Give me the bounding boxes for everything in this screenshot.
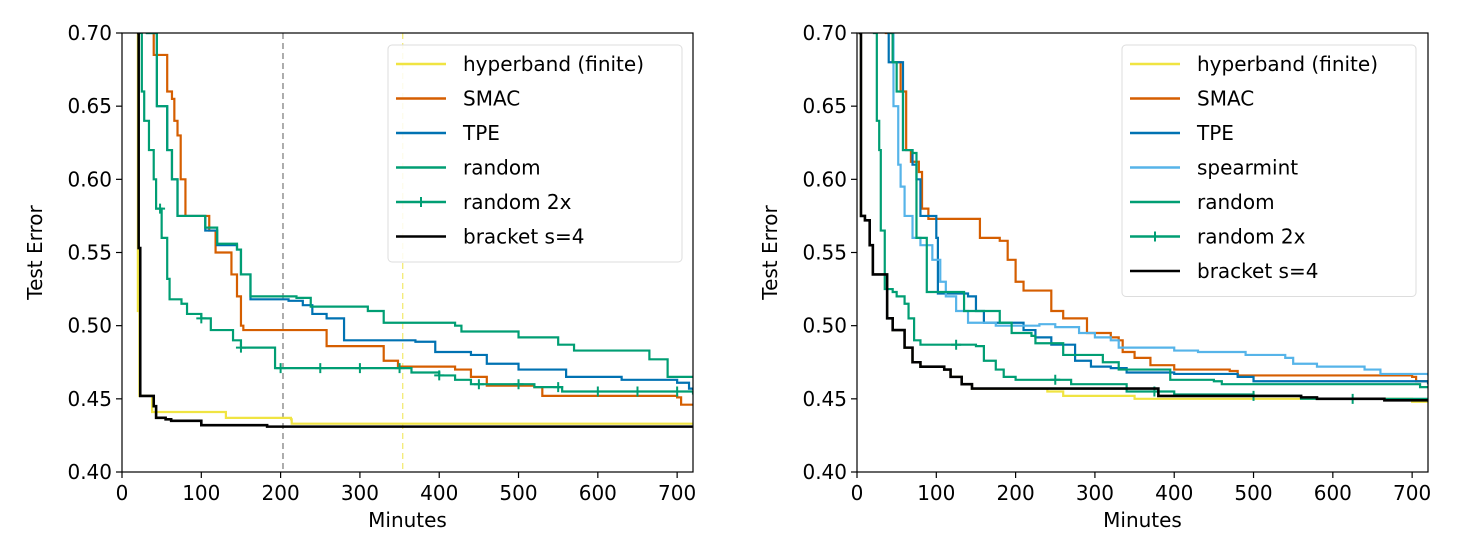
- x-tick-label: 700: [658, 481, 696, 505]
- legend-item: random: [396, 156, 541, 180]
- x-axis-label: Minutes: [1103, 508, 1182, 532]
- legend-label: TPE: [462, 121, 500, 145]
- series-line-bracket-s-4: [137, 33, 693, 428]
- y-tick-label: 0.45: [802, 387, 847, 411]
- series-marker: [235, 342, 246, 353]
- legend-item: bracket s=4: [1130, 259, 1318, 283]
- y-tick-label: 0.55: [67, 241, 112, 265]
- legend: hyperband (finite) SMAC TPE random random 2x…: [387, 44, 683, 263]
- legend-item: TPE: [396, 121, 500, 145]
- y-tick-label: 0.60: [802, 167, 847, 191]
- legend-label: hyperband (finite): [1197, 52, 1378, 76]
- series-line-random: [888, 33, 1428, 389]
- legend-item: SMAC: [396, 87, 520, 111]
- x-tick-label: 0: [851, 481, 864, 505]
- legend-box: [387, 44, 683, 263]
- series-line-spearmint: [892, 33, 1428, 376]
- legend-label: TPE: [1196, 121, 1234, 145]
- y-tick-label: 0.50: [67, 314, 112, 338]
- y-tick-label: 0.45: [67, 387, 112, 411]
- series-marker: [632, 386, 643, 397]
- series-marker: [394, 363, 405, 374]
- legend-label: random 2x: [463, 190, 572, 214]
- y-axis-label: Test Error: [758, 204, 782, 300]
- legend-item: TPE: [1130, 121, 1234, 145]
- x-tick-label: 400: [420, 481, 458, 505]
- y-tick-label: 0.60: [67, 167, 112, 191]
- plot-area: [858, 33, 1428, 404]
- legend-item: random 2x: [396, 190, 572, 214]
- legend-label: bracket s=4: [1197, 259, 1318, 283]
- series-marker: [473, 379, 484, 390]
- y-tick-label: 0.40: [67, 460, 112, 484]
- legend-label: bracket s=4: [463, 225, 584, 249]
- y-tick-label: 0.55: [802, 241, 847, 265]
- series-line-hyperband-finite-: [136, 33, 693, 425]
- y-tick-label: 0.70: [67, 21, 112, 45]
- legend-label: SMAC: [463, 87, 520, 111]
- y-tick-label: 0.65: [67, 94, 112, 118]
- legend-item: hyperband (finite): [396, 52, 644, 76]
- x-axis-label: Minutes: [368, 508, 447, 532]
- legend-item: bracket s=4: [396, 225, 584, 249]
- legend-item: spearmint: [1130, 156, 1298, 180]
- x-tick-label: 100: [917, 481, 955, 505]
- series-marker: [434, 370, 445, 381]
- series-marker: [672, 386, 683, 397]
- legend: hyperband (finite) SMAC TPE spearmint random…: [1121, 44, 1417, 297]
- series-line-bracket-s-4: [858, 33, 1428, 402]
- legend-label: random: [1197, 190, 1275, 214]
- y-tick-label: 0.65: [802, 94, 847, 118]
- x-tick-label: 700: [1393, 481, 1431, 505]
- x-tick-label: 300: [341, 481, 379, 505]
- series-marker: [196, 313, 207, 324]
- legend-label: SMAC: [1197, 87, 1254, 111]
- legend-label: random 2x: [1197, 225, 1306, 249]
- legend-label: hyperband (finite): [463, 52, 644, 76]
- legend-item: SMAC: [1130, 87, 1254, 111]
- series-marker: [553, 382, 564, 393]
- legend-item: random: [1130, 190, 1275, 214]
- series-marker: [275, 363, 286, 374]
- y-axis-label: Test Error: [23, 204, 47, 300]
- x-tick-label: 200: [262, 481, 300, 505]
- legend-box: [1121, 44, 1417, 297]
- x-tick-label: 600: [1314, 481, 1352, 505]
- series-marker: [354, 363, 365, 374]
- y-tick-label: 0.70: [802, 21, 847, 45]
- legend-label: spearmint: [1197, 156, 1298, 180]
- y-tick-label: 0.50: [802, 314, 847, 338]
- x-tick-label: 600: [579, 481, 617, 505]
- plot-area: [136, 33, 693, 472]
- legend-label: random: [463, 156, 541, 180]
- y-tick-label: 0.40: [802, 460, 847, 484]
- series-marker: [513, 379, 524, 390]
- x-tick-label: 200: [997, 481, 1035, 505]
- series-marker: [592, 386, 603, 397]
- legend-item: hyperband (finite): [1130, 52, 1378, 76]
- chart-2: 0 100 200 300 400 500 600 700 0.40 0.45 0.50 0.55 0.…: [758, 21, 1431, 532]
- chart-1: 0 100 200 300 400 500 600 700 0.40 0.45 0.50 0.55 0.…: [23, 21, 696, 532]
- series-marker: [155, 203, 166, 214]
- x-tick-label: 300: [1076, 481, 1114, 505]
- series-marker: [1050, 374, 1061, 385]
- series-marker: [315, 363, 326, 374]
- series-line-random: [145, 33, 693, 378]
- x-tick-label: 500: [1234, 481, 1272, 505]
- legend-item: random 2x: [1130, 225, 1306, 249]
- x-tick-label: 500: [499, 481, 537, 505]
- x-tick-label: 100: [182, 481, 220, 505]
- series-line-random-2x: [139, 33, 693, 395]
- x-tick-label: 0: [116, 481, 129, 505]
- series-marker: [951, 339, 962, 350]
- x-tick-label: 400: [1155, 481, 1193, 505]
